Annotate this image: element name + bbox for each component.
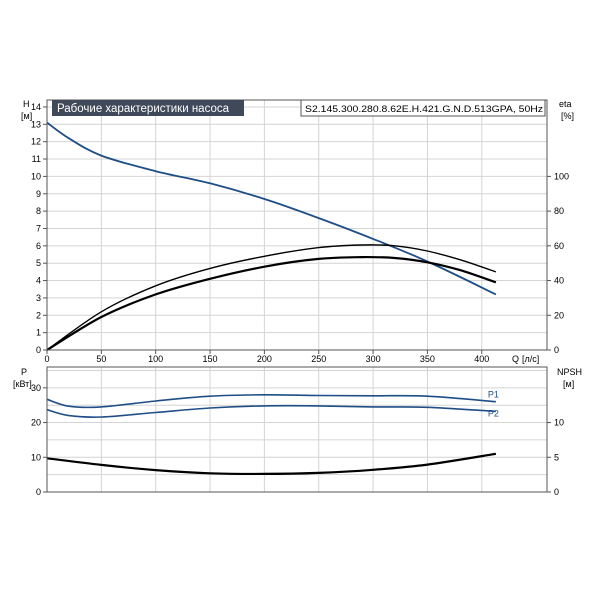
y-tick-label: 7	[36, 223, 41, 233]
y-tick-label: 4	[36, 276, 41, 286]
x-tick-label: 250	[311, 354, 326, 364]
x-axis-label-q: Q	[512, 354, 519, 364]
curve-h_curve	[46, 121, 497, 296]
model-box	[300, 99, 546, 117]
y-tick-label: 20	[31, 418, 41, 428]
y-tick-label: 30	[31, 383, 41, 393]
y2-tick-label: 40	[554, 276, 564, 286]
curves	[46, 121, 497, 476]
x-tick-label: 150	[203, 354, 218, 364]
y-tick-label: 11	[32, 154, 41, 164]
y-tick-label: 12	[31, 137, 41, 147]
y-axis-label-p: P	[21, 367, 27, 377]
series-label-p2: P2	[488, 408, 499, 418]
y2-axis-unit-eta: [%]	[561, 111, 574, 121]
x-tick-label: 400	[474, 354, 489, 364]
y2-tick-label: 0	[554, 345, 559, 355]
y2-tick-label: 60	[554, 241, 564, 251]
y-tick-label: 9	[36, 189, 41, 199]
y-tick-label: 0	[36, 345, 41, 355]
y2-axis-label-npsh: NPSH	[557, 367, 582, 377]
x-tick-label: 300	[366, 354, 381, 364]
y-tick-label: 10	[31, 171, 41, 181]
y-tick-label: 5	[36, 258, 41, 268]
y-axis-label-h: H	[23, 99, 30, 109]
y2-tick-label: 80	[554, 206, 564, 216]
y2-axis-label-eta: eta	[559, 99, 572, 109]
curve-eta_upper	[46, 244, 497, 351]
y-tick-label: 2	[36, 310, 41, 320]
curve-npsh	[46, 452, 497, 476]
model-label: S2.145.300.280.8.62E.H.421.G.N.D.513GPA,…	[305, 104, 544, 114]
y-axis-unit-p: [кВт]	[13, 379, 32, 389]
y-tick-label: 0	[36, 487, 41, 497]
y-tick-label: 3	[36, 293, 41, 303]
curve-p1	[46, 393, 496, 409]
y-tick-label: 13	[31, 119, 41, 129]
tick-labels: 0 50 100 150 200 250 300 350 4000123456789101112…	[31, 102, 569, 497]
x-tick-label: 350	[420, 354, 435, 364]
y2-tick-label: 10	[554, 418, 564, 428]
y-tick-label: 6	[36, 241, 41, 251]
y2-tick-label: 0	[554, 487, 559, 497]
x-tick-label: 200	[257, 354, 272, 364]
y2-tick-label: 5	[554, 452, 559, 462]
y2-tick-label: 100	[554, 171, 569, 181]
x-axis-unit-q: [л/с]	[522, 354, 539, 364]
y-tick-label: 10	[31, 452, 41, 462]
y-tick-label: 14	[31, 102, 41, 112]
top-grid	[46, 100, 547, 351]
y-tick-label: 8	[36, 206, 41, 216]
title-box	[52, 100, 244, 116]
x-tick-label: 100	[148, 354, 163, 364]
x-tick-label: 50	[96, 354, 106, 364]
curve-eta_lower	[46, 255, 497, 351]
chart-title: Рабочие характеристики насоса	[57, 103, 230, 115]
bottom-plot-frame	[46, 366, 548, 493]
top-plot-frame	[46, 99, 548, 351]
y2-tick-label: 20	[554, 310, 564, 320]
series-label-p1: P1	[488, 390, 499, 400]
y-tick-label: 1	[36, 328, 41, 338]
x-tick-label: 0	[44, 354, 49, 364]
curve-p2	[46, 404, 496, 418]
y-axis-unit-h: [м]	[21, 111, 32, 121]
y2-axis-unit-npsh: [м]	[563, 379, 574, 389]
